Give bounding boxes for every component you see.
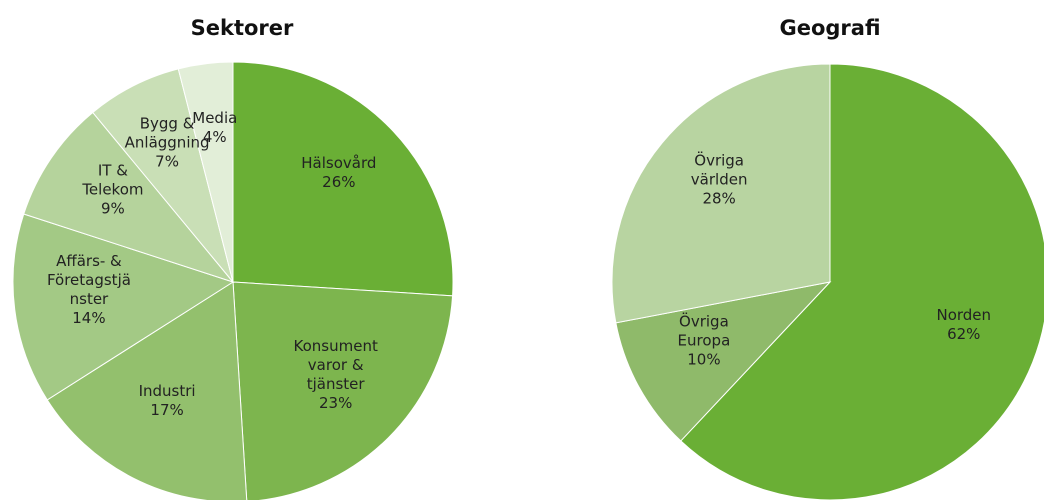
slice-label: IT & Telekom 9% [82, 161, 144, 218]
slice-label: Övriga Europa 10% [677, 312, 731, 369]
pie-slice [12, 213, 235, 401]
slice-label: Industri 17% [138, 382, 196, 420]
chart-title: Sektorer [190, 16, 294, 40]
pie-slice [46, 281, 248, 500]
pie-slice [615, 281, 832, 442]
value-label: 10% [687, 350, 721, 369]
value-label: 14% [72, 309, 106, 328]
slice-label: Norden 62% [936, 305, 992, 343]
slice-label: Media 4% [192, 108, 238, 146]
pie-slice [23, 111, 235, 284]
value-label: 17% [150, 401, 184, 420]
value-label: 7% [155, 152, 179, 171]
slice-label: Bygg & Anläggning 7% [124, 114, 210, 171]
slice-label: Konsument varor & tjänster 23% [293, 336, 378, 412]
pie-slice [232, 281, 454, 500]
slice-label: Affärs- & Företagstjä nster 14% [46, 252, 131, 328]
pie-slice [232, 61, 454, 297]
value-label: 26% [322, 172, 356, 191]
value-label: 23% [318, 393, 353, 412]
value-label: 9% [101, 199, 125, 218]
value-label: 28% [702, 189, 736, 208]
pie-slice [680, 63, 1044, 500]
pie-slice [177, 61, 234, 283]
value-label: 62% [947, 324, 981, 343]
pie-slice [611, 63, 831, 324]
value-label: 4% [202, 127, 227, 146]
slice-label: Övriga världen 28% [690, 151, 748, 208]
slice-label: Hälsovård 26% [301, 153, 377, 191]
chart-title: Geografi [779, 16, 881, 40]
